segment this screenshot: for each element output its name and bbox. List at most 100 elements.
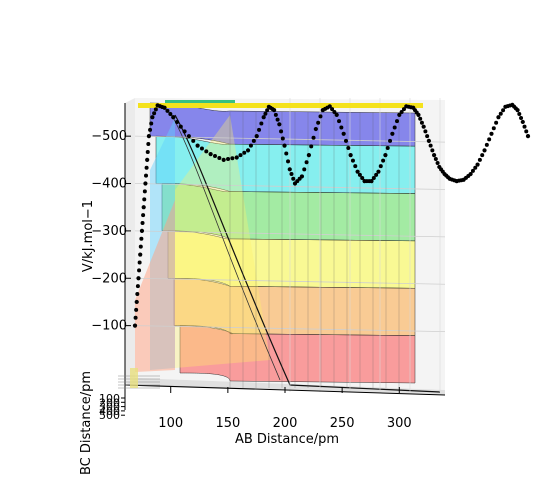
- trajectory-point: [431, 153, 437, 158]
- trajectory-point: [346, 146, 351, 150]
- trajectory-point: [242, 150, 247, 155]
- trajectory-point: [508, 103, 513, 108]
- trajectory-point: [496, 115, 501, 120]
- trajectory-point: [459, 178, 464, 183]
- trajectory-point: [251, 138, 256, 143]
- trajectory-point: [525, 134, 531, 139]
- trajectory-point: [165, 108, 170, 113]
- trajectory-point: [306, 153, 311, 158]
- trajectory-point: [480, 153, 485, 158]
- trajectory-point: [421, 124, 426, 129]
- trajectory-point: [133, 315, 138, 320]
- trajectory-point: [325, 105, 330, 110]
- trajectory-point: [286, 159, 291, 164]
- x-tick-label: 100: [158, 416, 183, 431]
- trajectory-point: [414, 110, 419, 115]
- trajectory-point: [357, 172, 362, 177]
- trajectory-point: [208, 152, 213, 157]
- trajectory-point: [182, 129, 187, 134]
- trajectory-point: [136, 276, 141, 281]
- x-tick-label: 300: [387, 416, 412, 431]
- trajectory-point: [282, 143, 287, 148]
- trajectory-point: [341, 131, 346, 136]
- trajectory-point: [138, 252, 143, 257]
- left-pane: [125, 98, 135, 385]
- trajectory-point: [388, 138, 393, 143]
- trajectory-point: [146, 134, 152, 139]
- trajectory-point: [316, 120, 321, 125]
- trajectory-point: [212, 154, 217, 159]
- trajectory-point: [381, 158, 386, 163]
- trajectory-point: [513, 106, 518, 111]
- floor-pane: [125, 378, 445, 395]
- valley-floor: [175, 115, 270, 368]
- trajectory-point: [226, 157, 231, 162]
- trajectory-point: [360, 176, 365, 180]
- trajectory-point: [297, 176, 302, 181]
- trajectory-point: [383, 153, 388, 158]
- trajectory-point: [149, 121, 154, 126]
- trajectory-point: [374, 172, 379, 177]
- trajectory-point: [440, 169, 445, 174]
- trajectory-point: [348, 153, 353, 158]
- trajectory-point: [257, 127, 262, 132]
- trajectory-point: [482, 148, 487, 153]
- trajectory-point: [484, 142, 489, 147]
- trajectory-point: [138, 244, 143, 249]
- trajectory-point: [337, 119, 342, 124]
- trajectory-point: [144, 165, 149, 170]
- axis-labels: AB Distance/pm BC Distance/pm V/kJ.mol−1: [79, 200, 339, 475]
- trajectory-point: [313, 126, 318, 132]
- trajectory-point: [137, 268, 142, 273]
- trajectory-point: [418, 116, 423, 121]
- contour-ring-band: [165, 100, 235, 103]
- trajectory-point: [277, 122, 282, 127]
- trajectory-point: [350, 158, 355, 163]
- contour-ring: [138, 100, 423, 108]
- trajectory-point: [142, 197, 147, 202]
- trajectory-point: [248, 143, 253, 148]
- trajectory-point: [263, 111, 268, 116]
- trajectory-point: [392, 125, 397, 130]
- trajectory-point: [273, 112, 278, 117]
- trajectory-point: [401, 107, 406, 112]
- trajectory-point: [390, 131, 395, 136]
- trajectory-point: [339, 125, 344, 130]
- trajectory-point: [135, 284, 140, 289]
- trajectory-point: [279, 129, 284, 134]
- trajectory-point: [148, 127, 153, 132]
- trajectory-point: [419, 120, 424, 125]
- trajectory-point: [142, 189, 147, 194]
- trajectory-point: [428, 143, 433, 148]
- trajectory-point: [137, 260, 142, 265]
- z-tick-label: −400: [91, 177, 127, 192]
- trajectory-point: [385, 146, 390, 150]
- y-tick-label: 400: [99, 405, 120, 418]
- trajectory-point: [473, 165, 478, 170]
- trajectory-point: [309, 144, 314, 149]
- trajectory-point: [423, 129, 428, 134]
- y-tick-label: 200: [99, 396, 120, 409]
- trajectory-point: [452, 178, 457, 183]
- trajectory-point: [175, 119, 180, 124]
- trajectory-point: [501, 108, 506, 113]
- trajectory-point: [397, 112, 402, 117]
- surface-band: [179, 325, 416, 384]
- trajectory-point: [139, 236, 144, 241]
- y-tick-label: 300: [99, 401, 120, 414]
- trajectory-point: [238, 153, 243, 158]
- trajectory-point: [494, 120, 499, 125]
- trajectory-point: [134, 299, 139, 305]
- trajectory-point: [204, 149, 209, 154]
- x-tick-label: 200: [273, 416, 298, 431]
- gridlines: [134, 98, 446, 392]
- trajectory-point: [280, 136, 285, 141]
- trajectory-point: [261, 115, 266, 120]
- trajectory-point: [153, 107, 158, 112]
- trajectory-point: [221, 157, 226, 162]
- trajectory-point: [195, 143, 200, 148]
- corner-patch: [130, 368, 138, 388]
- trajectory-point: [355, 169, 360, 174]
- z-tick-label: −500: [91, 129, 127, 144]
